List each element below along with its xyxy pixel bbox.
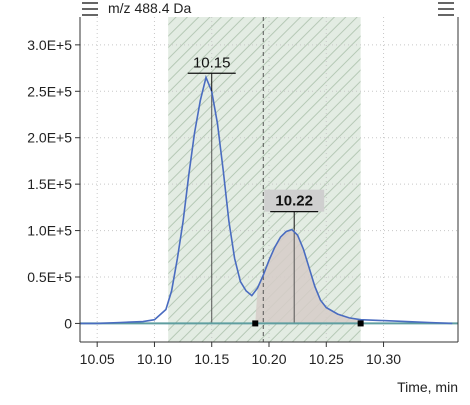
x-tick-label: 10.30 [366, 351, 401, 367]
x-tick-label: 10.10 [137, 351, 172, 367]
integration-boundary-marker [357, 320, 364, 327]
y-tick-label: 0.5E+5 [27, 269, 72, 285]
integration-boundary-marker [252, 320, 259, 327]
x-tick-label: 10.05 [80, 351, 115, 367]
y-tick-label: 1.5E+5 [27, 176, 72, 192]
left-drag-handle-icon[interactable] [82, 2, 98, 16]
x-axis-title: Time, min [397, 379, 458, 395]
right-drag-handle-icon[interactable] [438, 2, 454, 16]
x-tick-label: 10.15 [194, 351, 229, 367]
y-tick-label: 3.0E+5 [27, 37, 72, 53]
y-tick-label: 0 [64, 315, 72, 331]
x-tick-label: 10.20 [251, 351, 286, 367]
y-tick-label: 2.0E+5 [27, 130, 72, 146]
peak-area-fill [255, 229, 361, 324]
y-tick-label: 1.0E+5 [27, 223, 72, 239]
x-tick-label: 10.25 [309, 351, 344, 367]
peak-label: 10.15 [193, 54, 231, 71]
peak-label: 10.22 [275, 193, 313, 210]
y-tick-label: 2.5E+5 [27, 83, 72, 99]
series-line [80, 74, 453, 325]
chart-title: m/z 488.4 Da [108, 0, 192, 16]
peak-label-background [264, 189, 325, 212]
